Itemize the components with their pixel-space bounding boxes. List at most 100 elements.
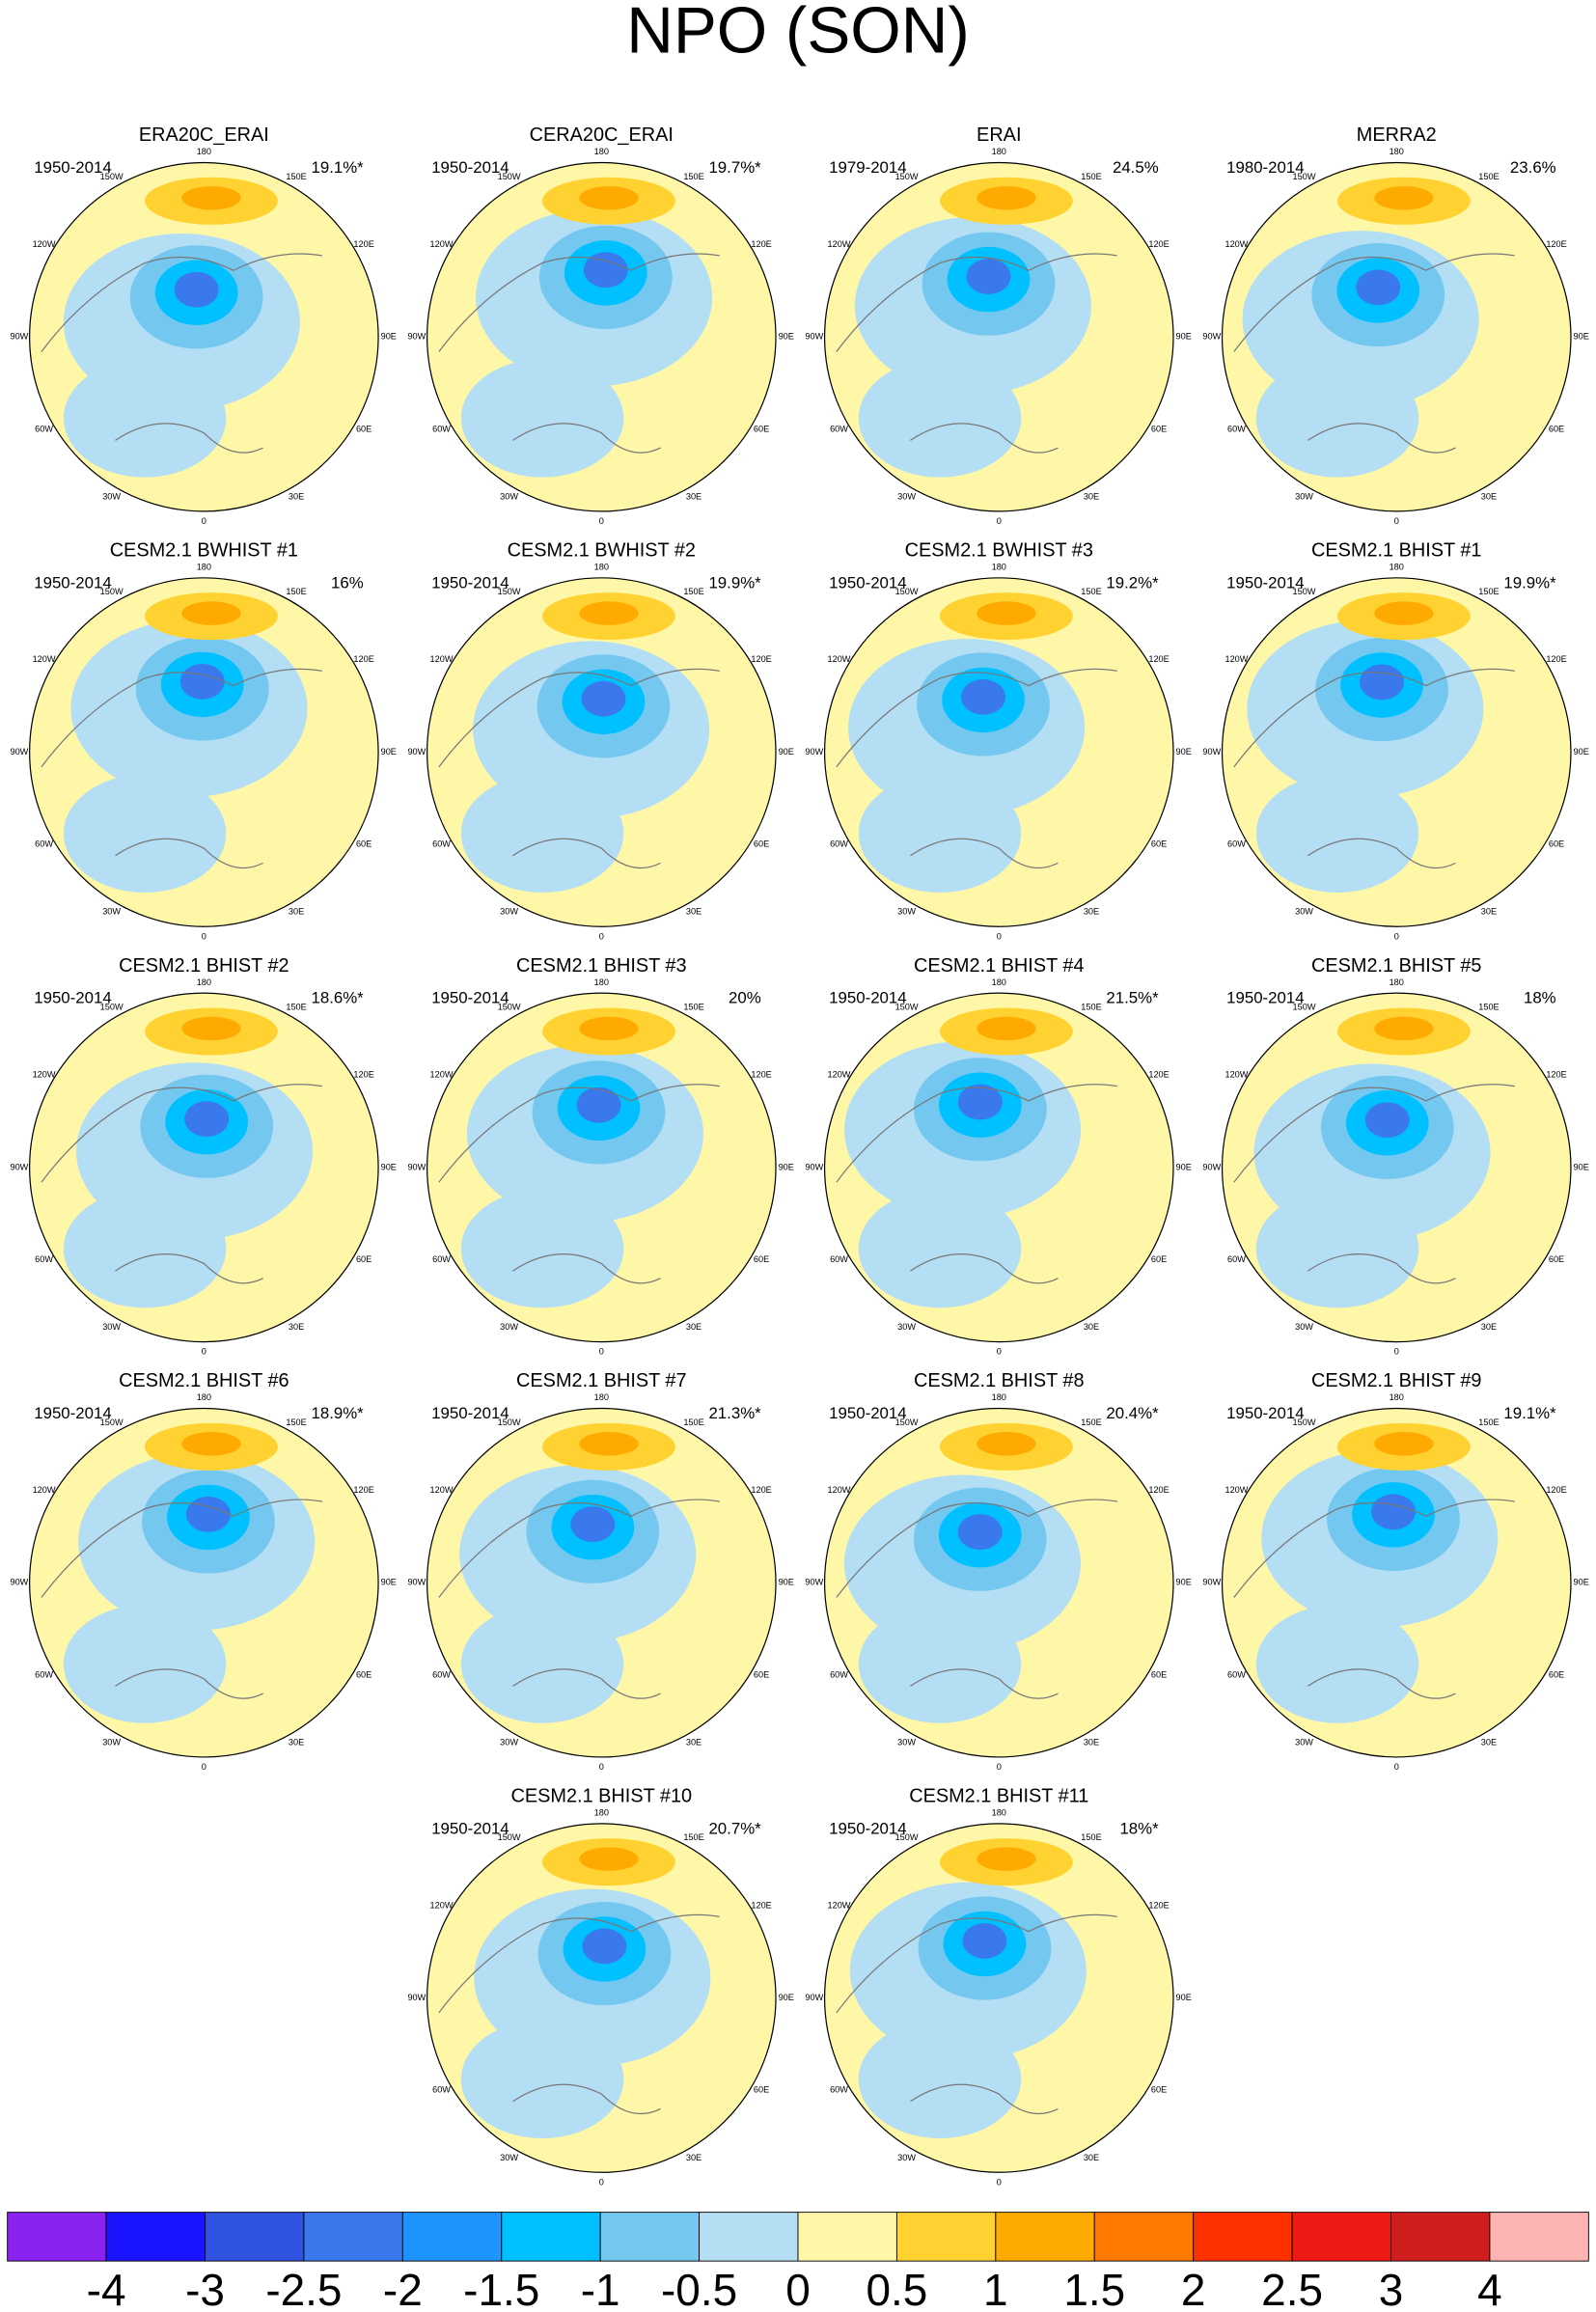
longitude-label: 90W (407, 747, 426, 757)
map-panel: CESM2.1 BHIST #4 1950-2014 21.5%* 180 150E 12… (805, 955, 1191, 1357)
map-panel: CESM2.1 BHIST #9 1950-2014 19.1%* 180 150E 12… (1202, 1370, 1588, 1772)
map-field (427, 577, 777, 927)
colorbar-box (303, 2212, 403, 2262)
variance-label: 20% (729, 989, 761, 1007)
field-region (63, 1605, 227, 1723)
field-region (460, 359, 624, 478)
field-region (858, 774, 1022, 894)
period-label: 1950-2014 (34, 1404, 111, 1422)
map-panel: CESM2.1 BWHIST #1 1950-2014 16% 180 150E 120E… (10, 539, 396, 941)
map-field (1222, 993, 1571, 1342)
coastline (1233, 1084, 1515, 1284)
longitude-label: 120E (1148, 654, 1169, 664)
coastline (836, 1084, 1117, 1284)
colorbar-box (699, 2212, 799, 2262)
field-region (63, 774, 227, 894)
longitude-label: 0 (1394, 1347, 1399, 1357)
coastline (1233, 668, 1515, 869)
panel-title: CESM2.1 BHIST #8 (914, 1370, 1085, 1391)
field-region (460, 1189, 624, 1308)
longitude-label: 150E (286, 587, 306, 596)
longitude-label: 90W (805, 747, 823, 757)
longitude-label: 30E (686, 907, 702, 917)
map-border (426, 577, 777, 927)
map-field (29, 162, 379, 511)
longitude-label: 60E (1549, 424, 1564, 433)
longitude-label: 90W (10, 1578, 28, 1587)
field-region (63, 1189, 227, 1308)
panel-title: CESM2.1 BHIST #11 (909, 1786, 1088, 1807)
longitude-label: 90W (805, 1578, 823, 1587)
longitude-label: 60W (830, 839, 848, 849)
field-region (579, 601, 639, 625)
longitude-label: 60W (432, 839, 451, 849)
map-field (427, 1823, 777, 2173)
longitude-label: 120W (828, 654, 851, 664)
map-field (427, 993, 777, 1342)
longitude-label: 180 (197, 147, 211, 156)
longitude-label: 30W (1295, 1737, 1313, 1747)
longitude-label: 180 (992, 1392, 1006, 1402)
longitude-label: 90E (381, 747, 397, 757)
colorbar-box (797, 2212, 897, 2262)
variance-label: 24.5% (1113, 158, 1159, 177)
longitude-label: 60W (1227, 1669, 1246, 1679)
longitude-label: 150W (1293, 587, 1316, 596)
colorbar-label: 0 (785, 2265, 811, 2312)
colorbar-label: 3 (1379, 2265, 1404, 2312)
longitude-label: 180 (992, 977, 1006, 987)
colorbar-box (501, 2212, 601, 2262)
longitude-label: 150W (895, 587, 919, 596)
map-panel: CESM2.1 BWHIST #2 1950-2014 19.9%* 180 150E 1… (407, 539, 793, 941)
colorbar-label: 1 (983, 2265, 1008, 2312)
longitude-label: 0 (599, 2177, 604, 2187)
longitude-label: 90W (407, 332, 426, 342)
longitude-label: 180 (197, 977, 211, 987)
longitude-label: 150E (683, 1832, 703, 1842)
colorbar-label: -1 (581, 2265, 620, 2312)
map-border (823, 1407, 1174, 1758)
longitude-label: 150E (1081, 587, 1101, 596)
longitude-label: 30E (1481, 907, 1497, 917)
panel-title: MERRA2 (1357, 124, 1437, 146)
longitude-label: 0 (599, 516, 604, 526)
longitude-label: 150W (100, 587, 124, 596)
field-region (962, 1922, 1007, 1959)
longitude-label: 60E (754, 839, 769, 849)
field-region (579, 1432, 639, 1456)
period-label: 1980-2014 (1226, 158, 1304, 177)
longitude-label: 60E (1151, 1254, 1167, 1264)
longitude-label: 60E (356, 1669, 371, 1679)
longitude-label: 30E (1481, 491, 1497, 501)
map-border (823, 161, 1174, 512)
variance-label: 19.7%* (708, 158, 761, 177)
map-border (426, 1823, 777, 2173)
colorbar-label: 4 (1477, 2265, 1502, 2312)
panel-title: CESM2.1 BHIST #3 (516, 955, 687, 977)
longitude-label: 180 (594, 147, 609, 156)
longitude-label: 90W (407, 1162, 426, 1171)
colorbar-box (401, 2212, 503, 2262)
longitude-label: 120E (751, 1900, 771, 1910)
field-region (1374, 185, 1434, 210)
variance-label: 18% (1524, 989, 1556, 1007)
panel-title: CESM2.1 BWHIST #1 (110, 539, 298, 561)
longitude-label: 150W (895, 1832, 919, 1842)
map-border (823, 992, 1174, 1343)
longitude-label: 120W (33, 1485, 56, 1495)
field-region (1255, 1189, 1419, 1308)
variance-label: 20.7%* (708, 1819, 761, 1837)
longitude-label: 60W (830, 1254, 848, 1264)
longitude-label: 60W (830, 1669, 848, 1679)
longitude-label: 30E (1481, 1322, 1497, 1332)
field-region (460, 1605, 624, 1723)
field-region (1356, 269, 1401, 306)
coastline (41, 1499, 322, 1699)
map-border (1221, 161, 1572, 512)
coastline (836, 668, 1117, 869)
longitude-label: 30W (500, 1737, 518, 1747)
map-field (29, 993, 379, 1342)
map-panel: CESM2.1 BHIST #5 1950-2014 18% 180 150E 120E 9… (1202, 955, 1588, 1357)
longitude-label: 150E (683, 1417, 703, 1427)
